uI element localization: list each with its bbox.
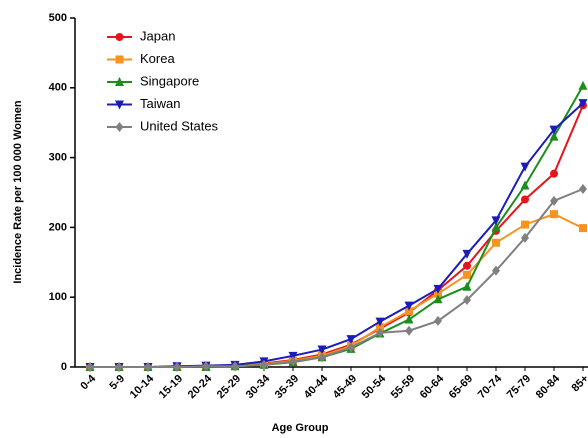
data-point — [462, 281, 472, 291]
x-tick-label: 25-29 — [215, 373, 243, 401]
data-point — [405, 307, 413, 316]
x-tick-label: 5-9 — [107, 373, 127, 393]
data-point — [521, 195, 529, 204]
legend-marker — [115, 55, 124, 64]
data-point — [491, 222, 501, 232]
data-point — [434, 315, 442, 326]
data-point — [404, 301, 414, 311]
data-point — [462, 249, 472, 259]
data-point — [463, 270, 471, 279]
data-point — [463, 294, 471, 305]
data-point — [202, 361, 210, 372]
x-tick-label: 45-49 — [331, 373, 359, 401]
data-point — [491, 216, 501, 226]
data-point — [549, 131, 559, 141]
data-point — [433, 284, 443, 294]
data-point — [579, 224, 587, 233]
data-point — [318, 352, 326, 363]
x-tick-label: 70-74 — [476, 372, 505, 401]
data-point — [173, 362, 181, 372]
x-tick-label: 85+ — [569, 373, 588, 395]
data-point — [463, 261, 471, 270]
x-tick-label: 10-14 — [128, 372, 157, 401]
data-point — [521, 220, 529, 229]
y-tick-label: 100 — [49, 291, 67, 303]
data-point — [404, 314, 414, 324]
data-point — [115, 362, 123, 372]
data-point — [550, 195, 558, 206]
legend-label: Singapore — [140, 73, 199, 88]
x-tick-label: 30-34 — [244, 372, 273, 401]
legend-marker — [115, 77, 124, 86]
data-point — [260, 359, 268, 370]
y-axis-title: Incidence Rate per 100 000 Women — [12, 100, 24, 283]
y-tick-label: 0 — [61, 361, 67, 373]
data-point — [492, 265, 500, 276]
legend-label: Japan — [140, 28, 175, 43]
data-point — [520, 162, 530, 172]
y-tick-label: 300 — [49, 152, 67, 164]
data-point — [317, 345, 327, 355]
data-point — [376, 327, 384, 338]
data-point — [549, 125, 559, 135]
x-axis-title: Age Group — [272, 422, 329, 434]
y-tick-label: 200 — [49, 221, 67, 233]
legend-marker — [115, 100, 124, 110]
legend-marker — [115, 33, 124, 41]
data-point — [289, 356, 297, 367]
series-line — [90, 104, 584, 368]
data-point — [376, 323, 384, 332]
legend-marker — [115, 122, 124, 132]
data-point — [375, 317, 385, 327]
data-point — [433, 294, 443, 304]
data-point — [578, 80, 588, 90]
data-point — [288, 351, 298, 361]
data-point — [347, 342, 355, 353]
series-line — [90, 188, 584, 368]
legend-label: United States — [140, 118, 219, 133]
data-point — [520, 180, 530, 190]
data-point — [405, 325, 413, 336]
legend-label: Korea — [140, 51, 175, 66]
x-tick-label: 75-79 — [505, 373, 533, 401]
x-tick-label: 40-44 — [302, 372, 331, 401]
data-point — [579, 184, 587, 195]
y-tick-label: 400 — [49, 82, 67, 94]
data-point — [346, 335, 356, 345]
x-tick-label: 60-64 — [418, 372, 447, 401]
data-point — [550, 169, 558, 178]
data-point — [521, 232, 529, 243]
data-point — [578, 99, 588, 109]
data-point — [550, 210, 558, 219]
x-tick-label: 15-19 — [157, 373, 185, 401]
data-point — [144, 362, 152, 372]
x-tick-label: 50-54 — [360, 372, 389, 401]
x-tick-label: 35-39 — [273, 373, 301, 401]
data-point — [231, 361, 239, 372]
y-tick-label: 500 — [49, 12, 67, 24]
x-tick-label: 65-69 — [447, 373, 475, 401]
data-point — [86, 362, 94, 372]
x-tick-label: 80-84 — [534, 372, 563, 401]
data-point — [492, 238, 500, 247]
x-tick-label: 20-24 — [186, 372, 215, 401]
x-tick-label: 0-4 — [78, 372, 98, 392]
x-tick-label: 55-59 — [389, 373, 417, 401]
legend-label: Taiwan — [140, 96, 180, 111]
